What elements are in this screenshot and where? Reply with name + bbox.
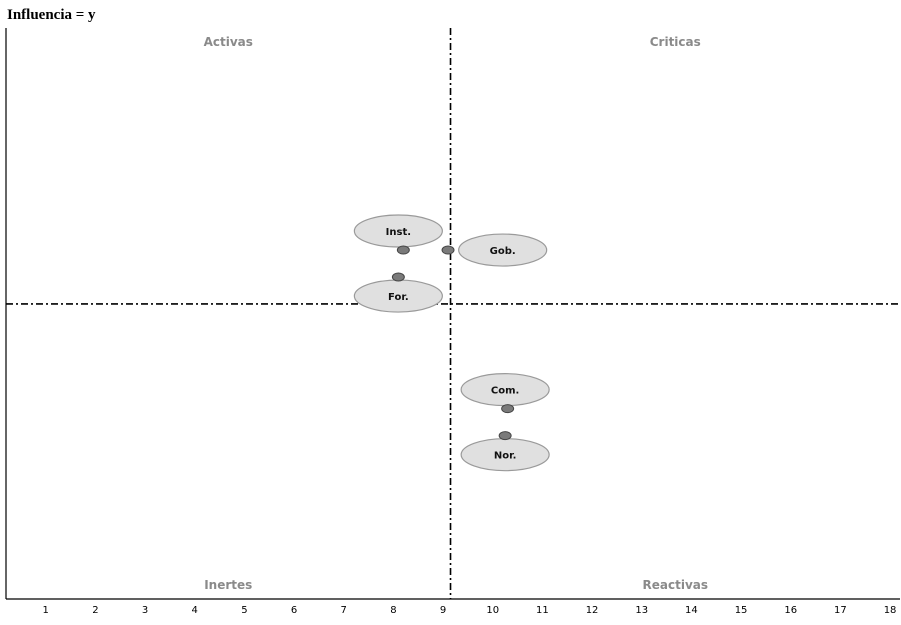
axes	[5, 28, 900, 600]
bubble-shape	[353, 214, 443, 248]
x-tick-label: 17	[834, 605, 847, 616]
x-tick-label: 2	[92, 605, 98, 616]
x-tick-label: 10	[486, 605, 499, 616]
x-tick-label: 14	[685, 605, 698, 616]
point-label-bubble: Nor.	[460, 438, 550, 472]
data-point	[391, 272, 405, 282]
x-tick-label: 15	[735, 605, 748, 616]
bubble-text: Com.	[491, 386, 519, 397]
x-tick-label: 13	[635, 605, 648, 616]
x-tick-labels: 1 2 3 4 5 6 7 8 9 10 11 12 13 14 15 16 17 18	[43, 605, 897, 616]
quadrant-label-criticas: Criticas	[650, 35, 701, 49]
point-label-bubble: For.	[353, 279, 443, 313]
x-tick-label: 16	[784, 605, 797, 616]
x-tick-label: 12	[586, 605, 599, 616]
x-tick-label: 3	[142, 605, 148, 616]
quadrant-label-reactivas: Reactivas	[643, 578, 709, 592]
bubble-text: Gob.	[490, 246, 516, 257]
quadrant-label-inertes: Inertes	[204, 578, 252, 592]
y-axis-title: Influencia = y	[7, 7, 96, 23]
bubble-text: Inst.	[386, 227, 411, 238]
x-tick-label: 18	[884, 605, 897, 616]
x-tick-label: 6	[291, 605, 297, 616]
data-points	[391, 245, 515, 441]
bubble-shape	[458, 233, 548, 267]
data-point	[441, 245, 455, 255]
x-tick-label: 7	[341, 605, 347, 616]
x-tick-label: 11	[536, 605, 549, 616]
point-label-bubble: Com.	[460, 373, 550, 407]
point-labels: Inst. Gob. For. Com. Nor.	[353, 214, 550, 472]
x-tick-label: 1	[43, 605, 49, 616]
bubble-text: For.	[388, 292, 409, 303]
x-tick-label: 5	[241, 605, 247, 616]
x-tick-label: 4	[192, 605, 198, 616]
point-label-bubble: Gob.	[458, 233, 548, 267]
bubble-text: Nor.	[494, 451, 517, 462]
quadrant-dividers	[6, 28, 900, 599]
data-point	[501, 404, 515, 414]
quadrant-label-activas: Activas	[204, 35, 253, 49]
data-point	[498, 431, 512, 441]
data-point	[396, 245, 410, 255]
x-tick-label: 8	[390, 605, 396, 616]
point-label-bubble: Inst.	[353, 214, 443, 248]
x-tick-label: 9	[440, 605, 446, 616]
